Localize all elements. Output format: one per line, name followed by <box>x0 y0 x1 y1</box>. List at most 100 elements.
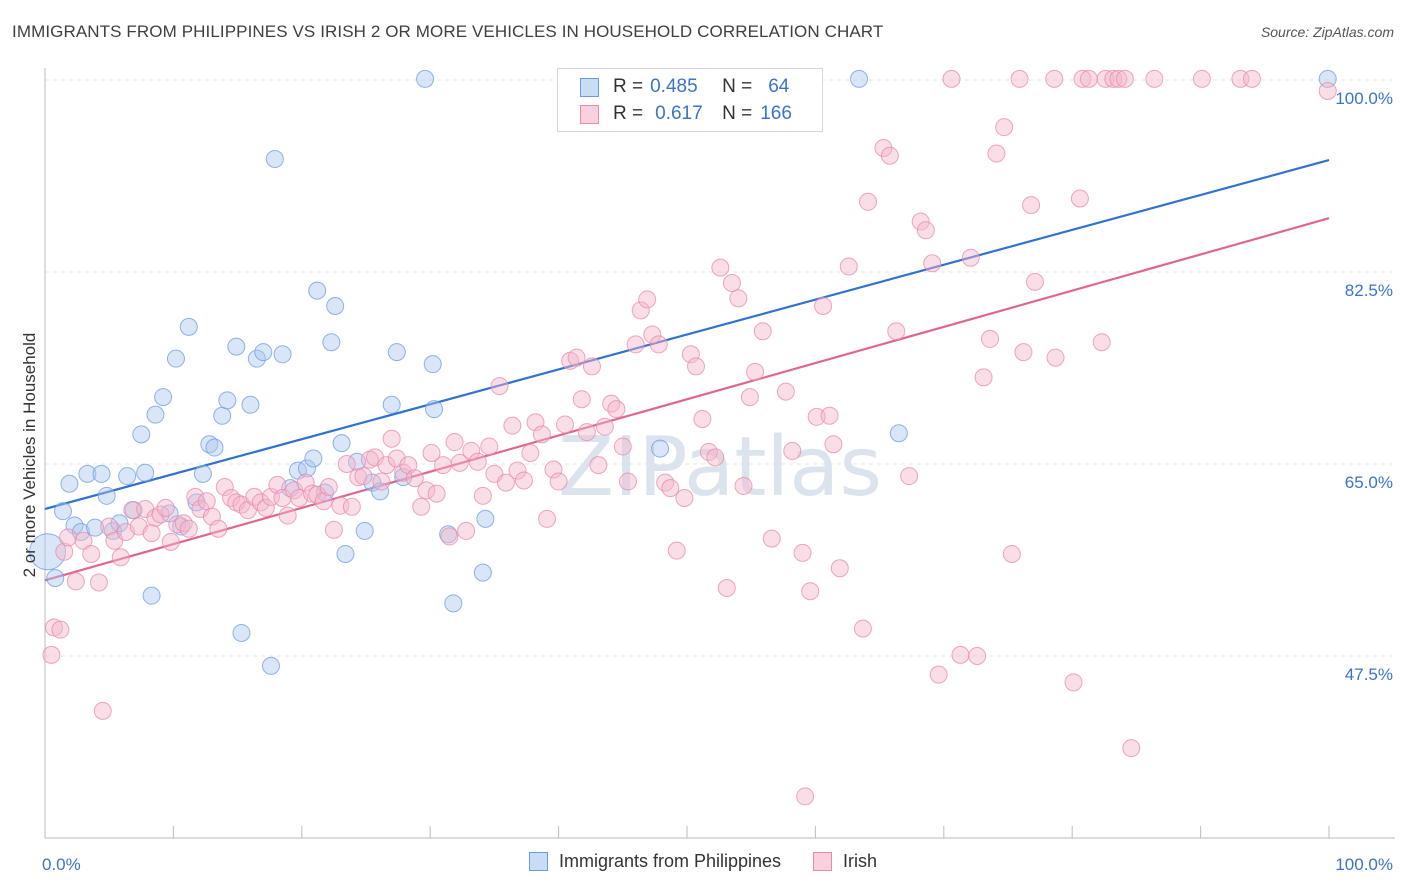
irish-point <box>66 572 85 591</box>
irish-point <box>256 498 275 517</box>
series-name-irish: Irish <box>843 851 878 871</box>
irish-point <box>42 645 61 664</box>
irish-point <box>450 453 469 472</box>
philippines-point <box>213 406 232 425</box>
philippines-point <box>265 149 284 168</box>
irish-point <box>174 514 193 533</box>
philippines-point <box>850 69 869 88</box>
irish-point <box>1002 544 1021 563</box>
philippines-point <box>371 482 390 501</box>
philippines-point <box>92 464 111 483</box>
irish-point <box>1192 69 1211 88</box>
irish-point <box>324 520 343 539</box>
irish-point <box>405 469 424 488</box>
legend-r-label: R = <box>613 103 644 124</box>
irish-point <box>814 297 833 316</box>
legend-swatch-philippines <box>580 77 599 97</box>
irish-point <box>830 559 849 578</box>
philippines-point <box>142 586 161 605</box>
irish-point <box>734 476 753 495</box>
irish-point <box>74 531 93 550</box>
irish-point <box>372 472 391 491</box>
irish-point <box>538 509 557 528</box>
irish-point <box>168 515 187 534</box>
philippines-point <box>247 349 266 368</box>
philippines-point <box>241 395 260 414</box>
irish-point <box>508 461 527 480</box>
irish-point <box>496 473 515 492</box>
irish-point <box>1318 81 1337 100</box>
series-legend-philippines[interactable]: Immigrants from Philippines <box>528 851 782 872</box>
irish-point <box>1046 348 1065 367</box>
irish-point <box>82 544 101 563</box>
philippines-point <box>261 656 280 675</box>
irish-point <box>440 527 459 546</box>
philippines-point <box>336 544 355 563</box>
irish-point <box>643 325 662 344</box>
philippines-point <box>46 569 65 588</box>
y-tick-label: 100.0% <box>1335 89 1393 108</box>
irish-trend-line <box>44 217 1330 582</box>
irish-point <box>544 460 563 479</box>
irish-point <box>887 322 906 341</box>
irish-point <box>740 388 759 407</box>
irish-point <box>923 254 942 273</box>
philippines-point <box>97 486 116 505</box>
series-legend-irish[interactable]: Irish <box>813 851 877 872</box>
irish-point <box>215 478 234 497</box>
irish-point <box>412 497 431 516</box>
irish-point <box>490 377 509 396</box>
irish-point <box>582 357 601 376</box>
irish-point <box>681 345 700 364</box>
philippines-point <box>326 297 345 316</box>
irish-point <box>1045 69 1064 88</box>
irish-point <box>319 478 338 497</box>
irish-point <box>1064 673 1083 692</box>
x-tick-label: 100.0% <box>1335 855 1393 874</box>
irish-point <box>480 437 499 456</box>
philippines-point <box>200 435 219 454</box>
irish-point <box>434 456 453 475</box>
irish-point <box>123 501 142 520</box>
irish-point <box>711 258 730 277</box>
irish-point <box>929 665 948 684</box>
irish-point <box>717 578 736 597</box>
series-legend: Immigrants from Philippines Irish <box>0 851 1406 872</box>
irish-point <box>801 582 820 601</box>
irish-point <box>987 144 1006 163</box>
legend-row-irish: R = 0.617 N = 166 <box>580 102 792 126</box>
philippines-point <box>394 468 413 487</box>
irish-point <box>197 492 216 511</box>
irish-point <box>961 248 980 267</box>
philippines-point <box>254 343 273 362</box>
irish-point <box>514 471 533 490</box>
irish-point <box>686 357 705 376</box>
philippines-point <box>78 464 97 483</box>
irish-point <box>675 489 694 508</box>
irish-point <box>59 528 78 547</box>
philippines-point <box>308 281 327 300</box>
philippines-trend-line <box>44 159 1330 511</box>
irish-point <box>100 517 119 536</box>
irish-point <box>457 521 476 540</box>
legend-swatch-irish <box>580 104 599 124</box>
irish-point <box>807 407 826 426</box>
irish-point <box>532 425 551 444</box>
gridlines <box>45 79 1395 657</box>
irish-point <box>473 486 492 505</box>
irish-point <box>1145 69 1164 88</box>
source-label: Source: ZipAtlas.com <box>1260 24 1394 40</box>
series-name-philippines: Immigrants from Philippines <box>558 851 782 871</box>
philippines-point <box>60 474 79 493</box>
legend-n-value: 64 <box>768 76 790 97</box>
philippines-point <box>423 355 442 374</box>
irish-point <box>1014 343 1033 362</box>
irish-point <box>417 481 436 500</box>
philippines-point <box>651 439 670 458</box>
irish-point <box>900 467 919 486</box>
irish-point <box>916 221 935 240</box>
irish-point <box>656 473 675 492</box>
philippines-point <box>154 388 173 407</box>
irish-point <box>93 701 112 720</box>
irish-point <box>706 448 725 467</box>
